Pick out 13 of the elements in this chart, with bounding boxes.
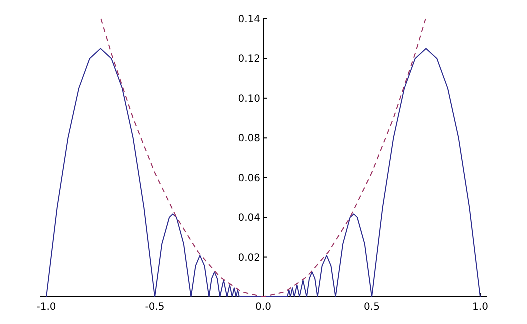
x-tick-label: -1.0 xyxy=(36,302,56,313)
y-tick-label: 0.14 xyxy=(238,14,260,26)
line-series xyxy=(46,48,481,298)
y-tick-label: 0.12 xyxy=(238,54,260,66)
x-tick-label: 1.0 xyxy=(472,302,488,313)
x-tick-label: 0.0 xyxy=(256,302,272,313)
y-tick-label: 0.04 xyxy=(238,213,260,224)
y-tick-label: 0.02 xyxy=(238,252,260,264)
x-tick-label: -0.5 xyxy=(145,302,165,313)
y-tick-label: 0.08 xyxy=(238,134,260,145)
y-tick-label: 0.10 xyxy=(238,94,260,105)
x-tick-label: 0.5 xyxy=(364,302,380,313)
y-tick-label: 0.06 xyxy=(238,173,260,184)
